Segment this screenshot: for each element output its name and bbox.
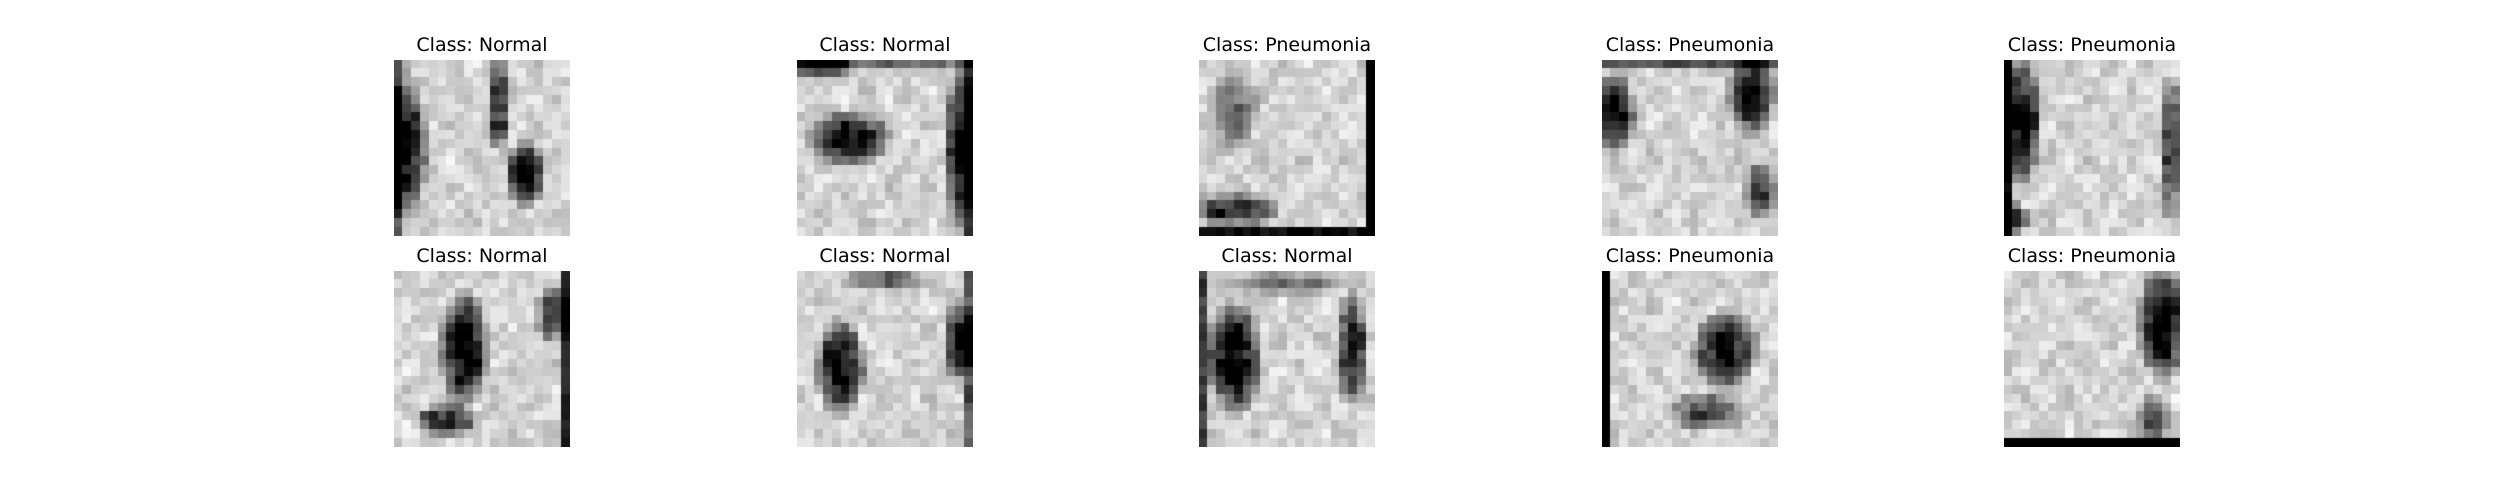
xray-image [394,271,570,447]
xray-image [797,60,973,236]
xray-image [1199,60,1375,236]
xray-image [1602,60,1778,236]
xray-image [797,271,973,447]
panel-title: Class: Normal [416,245,548,267]
panel-title: Class: Normal [819,34,951,56]
xray-image [1199,271,1375,447]
panel-title: Class: Normal [416,34,548,56]
panel-title: Class: Normal [1221,245,1353,267]
xray-image [2004,271,2180,447]
panel-title: Class: Pneumonia [1605,34,1775,56]
panel-title: Class: Pneumonia [2007,245,2177,267]
panel-title: Class: Pneumonia [1605,245,1775,267]
panel-title: Class: Pneumonia [2007,34,2177,56]
xray-image [394,60,570,236]
panel-title: Class: Pneumonia [1202,34,1372,56]
xray-image [1602,271,1778,447]
xray-image [2004,60,2180,236]
panel-title: Class: Normal [819,245,951,267]
